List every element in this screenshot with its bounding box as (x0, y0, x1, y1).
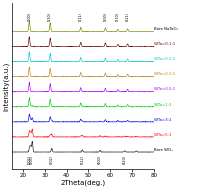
Text: W:Ta=5:1: W:Ta=5:1 (154, 133, 173, 137)
Text: (002): (002) (28, 155, 32, 164)
Text: (121): (121) (126, 12, 130, 21)
Text: (420): (420) (123, 155, 127, 164)
Text: (222): (222) (80, 155, 84, 164)
Text: (202): (202) (50, 155, 54, 164)
Text: W:Ta=0.3:1: W:Ta=0.3:1 (154, 72, 177, 76)
Text: (110): (110) (48, 12, 52, 21)
Text: W:Ta=0.1:1: W:Ta=0.1:1 (154, 42, 177, 46)
Text: (100): (100) (27, 12, 31, 21)
Text: (400): (400) (98, 155, 102, 164)
X-axis label: 2Theta(deg.): 2Theta(deg.) (60, 180, 105, 186)
Text: W:Ta=3:1: W:Ta=3:1 (154, 118, 173, 122)
Text: Bare WO₃: Bare WO₃ (154, 148, 173, 152)
Text: W:Ta=1:1: W:Ta=1:1 (154, 102, 173, 107)
Text: (111): (111) (79, 12, 83, 21)
Text: (200): (200) (103, 12, 107, 21)
Text: W:Ta=0.2:1: W:Ta=0.2:1 (154, 57, 177, 61)
Text: Bare NaTaO₃: Bare NaTaO₃ (154, 27, 178, 31)
Text: (200): (200) (30, 155, 34, 164)
Text: W:Ta=0.5:1: W:Ta=0.5:1 (154, 88, 176, 91)
Text: (210): (210) (116, 12, 120, 21)
Y-axis label: Intensity(a.u.): Intensity(a.u.) (3, 61, 9, 111)
